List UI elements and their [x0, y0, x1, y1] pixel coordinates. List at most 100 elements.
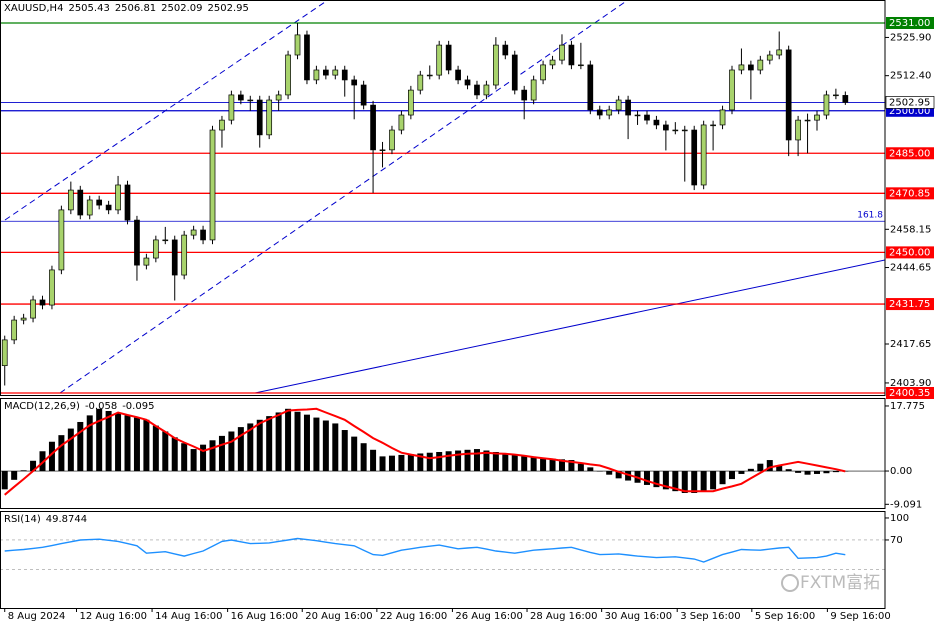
candle-body — [209, 129, 216, 241]
level-label: 2470.85 — [889, 188, 930, 199]
candle-body — [247, 99, 254, 102]
y-tick-label: 17.775 — [890, 401, 925, 412]
level-label: 2531.00 — [889, 18, 930, 29]
candle-body — [96, 199, 103, 206]
macd-bar — [785, 469, 792, 472]
fib-label: 161.8 — [857, 211, 883, 221]
candle-body — [625, 99, 631, 116]
header-value: 2505.43 — [68, 3, 109, 14]
candle-body — [729, 69, 735, 111]
y-tick-label: 2444.65 — [890, 263, 931, 274]
header-title: XAUUSD,H4 — [4, 3, 63, 14]
header-value: 2502.95 — [208, 3, 249, 14]
macd-bar — [313, 417, 320, 472]
macd-bar — [719, 471, 726, 485]
level-label: 2450.00 — [889, 247, 930, 258]
candle-body — [700, 124, 707, 186]
candle-body — [332, 69, 339, 76]
macd-bar — [190, 449, 197, 472]
candle-body — [49, 269, 55, 306]
candle-body — [11, 319, 18, 341]
macd-bar — [502, 453, 509, 472]
macd-bar — [30, 460, 37, 472]
macd-bar — [549, 458, 556, 472]
candle-body — [341, 69, 348, 81]
candle-body — [398, 114, 405, 131]
macd-bar — [11, 471, 18, 480]
candle-body — [426, 74, 433, 77]
candle-body — [181, 234, 188, 276]
candle-body — [162, 239, 169, 242]
candle-body — [672, 129, 679, 132]
macd-bar — [842, 471, 849, 472]
macd-bar — [67, 428, 74, 472]
macd-bar — [700, 471, 707, 492]
candle-body — [285, 54, 291, 96]
candle-body — [323, 69, 329, 76]
macd-bar — [398, 454, 405, 472]
candle-body — [256, 99, 263, 136]
macd-bar — [237, 427, 244, 472]
candle-body — [464, 79, 471, 86]
macd-bar — [171, 437, 178, 472]
macd-bar — [162, 431, 169, 472]
candle-body — [663, 124, 669, 131]
header-title: MACD(12,26,9) — [4, 401, 80, 412]
candle-body — [776, 49, 783, 56]
candle-body — [785, 49, 792, 141]
candle-body — [266, 99, 273, 136]
candle-body — [351, 79, 358, 86]
candle-body — [738, 64, 745, 71]
level-label: 2485.00 — [889, 148, 930, 159]
current-price-label: 2502.95 — [889, 97, 930, 108]
candle-body — [530, 79, 537, 101]
candle-body — [219, 119, 225, 131]
candle-body — [615, 99, 622, 111]
macd-bar — [200, 444, 207, 472]
x-tick-label: 20 Aug 16:00 — [305, 611, 372, 622]
candle-body — [455, 69, 461, 81]
macd-bar — [218, 435, 225, 472]
macd-bar — [152, 425, 159, 472]
frame — [0, 0, 886, 396]
macd-bar — [105, 410, 112, 472]
watermark: FXTM富拓 — [800, 573, 880, 593]
x-tick-label: 9 Sep 16:00 — [830, 611, 890, 622]
candle-body — [804, 119, 811, 122]
macd-bar — [303, 414, 310, 472]
candle-body — [30, 299, 36, 319]
macd-bar — [691, 471, 698, 493]
macd-bar — [294, 411, 301, 472]
macd-bar — [464, 449, 471, 472]
macd-bar — [681, 471, 688, 493]
candle-body — [568, 44, 575, 66]
macd-bar — [332, 423, 339, 472]
macd-bar — [568, 460, 575, 472]
candle-body — [408, 89, 414, 116]
candle-body — [124, 184, 131, 221]
y-tick-label: 70 — [890, 535, 903, 546]
trend-line — [254, 259, 885, 394]
macd-bar — [615, 471, 622, 479]
macd-bar — [757, 463, 764, 472]
x-tick-label: 22 Aug 16:00 — [380, 611, 447, 622]
y-tick-label: 0.00 — [890, 466, 912, 477]
x-tick-label: 26 Aug 16:00 — [455, 611, 522, 622]
macd-bar — [96, 408, 103, 472]
macd-bar — [766, 460, 773, 472]
indicator-header: MACD(12,26,9) -0.058 -0.095 — [4, 401, 154, 412]
macd-bar — [728, 471, 735, 480]
x-tick-label: 28 Aug 16:00 — [530, 611, 597, 622]
level-label-box — [886, 246, 934, 259]
watermark-icon — [781, 574, 799, 592]
candle-body — [77, 189, 84, 216]
candle-body — [294, 34, 301, 56]
channel-line — [59, 1, 626, 394]
indicator-header: XAUUSD,H4 2505.43 2506.81 2502.09 2502.95 — [4, 3, 249, 14]
macd-bar — [1, 471, 8, 490]
candle-body — [313, 69, 320, 81]
candle-body — [370, 104, 376, 151]
candle-body — [691, 129, 698, 186]
